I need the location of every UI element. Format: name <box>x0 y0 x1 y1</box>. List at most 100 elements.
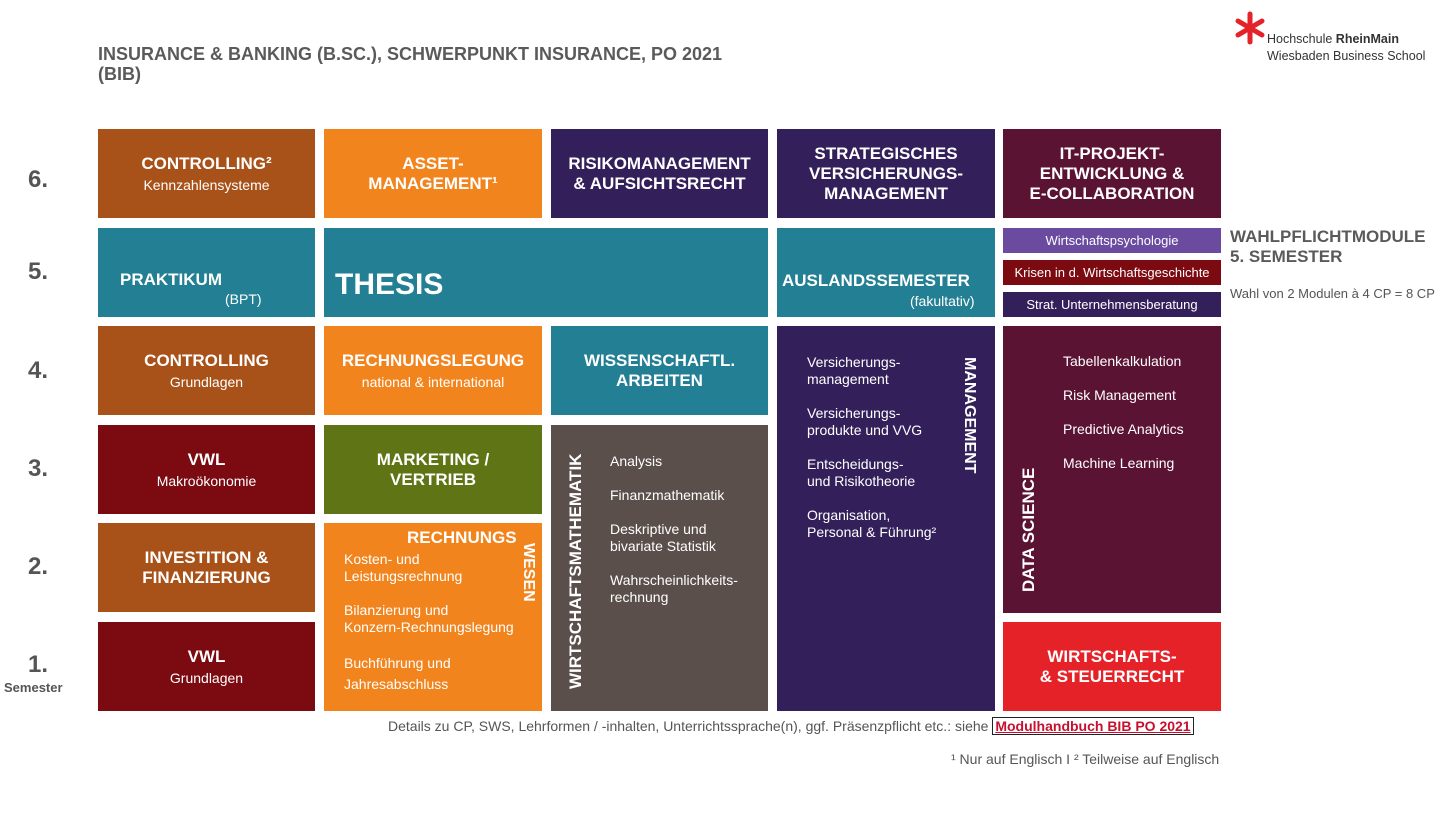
module-wirtschaftsmathematik[interactable]: WIRTSCHAFTSMATHEMATIK Analysis Finanzmat… <box>551 425 768 711</box>
page-title: INSURANCE & BANKING (B.SC.), SCHWERPUNKT… <box>98 44 798 84</box>
wahlpflicht-item-label: Wirtschaftspsychologie <box>1045 233 1179 248</box>
module-title: AUSLANDSSEMESTER <box>782 271 970 290</box>
module-wissenschaftliches-arbeiten[interactable]: WISSENSCHAFTL. ARBEITEN <box>551 326 768 415</box>
module-subtitle: Makroökonomie <box>156 472 257 489</box>
module-asset-management[interactable]: ASSET- MANAGEMENT¹ <box>324 129 542 218</box>
module-rechnungswesen[interactable]: RECHNUNGS WESEN Kosten- und Leistungsrech… <box>324 523 542 711</box>
logo-text-line-2: Wiesbaden Business School <box>1267 49 1426 63</box>
wahlpflicht-item-wirtschaftspsychologie[interactable]: Wirtschaftspsychologie <box>1003 228 1221 253</box>
module-title-line-2: FINANZIERUNG <box>142 567 271 587</box>
item-line: Wahrscheinlichkeits- <box>610 572 738 588</box>
item-line: Leistungsrechnung <box>344 568 463 584</box>
module-management[interactable]: Versicherungs-management Versicherungs-p… <box>777 326 995 711</box>
rechnungswesen-item-list: Kosten- und Leistungsrechnung Bilanzierun… <box>344 551 514 712</box>
module-title-line-2: VERSICHERUNGS- <box>809 163 963 183</box>
wima-item: Deskriptive und bivariate Statistik <box>610 521 738 555</box>
wahlpflicht-item-krisen[interactable]: Krisen in d. Wirtschaftsgeschichte <box>1003 260 1221 285</box>
module-subtitle: national & international <box>361 373 505 390</box>
wahlpflicht-item-unternehmensberatung[interactable]: Strat. Unternehmensberatung <box>1003 292 1221 317</box>
module-title-line-3: E-COLLABORATION <box>1029 183 1195 203</box>
title-line-1: INSURANCE & BANKING (B.SC.), SCHWERPUNKT… <box>98 44 723 64</box>
wahlpflicht-note: Wahl von 2 Modulen à 4 CP = 8 CP <box>1230 286 1435 301</box>
module-controlling-grundlagen[interactable]: CONTROLLING Grundlagen <box>98 326 315 415</box>
module-title-line-1: WIRTSCHAFTS- <box>1047 646 1177 666</box>
module-title-line-2: ENTWICKLUNG & <box>1039 163 1185 183</box>
asterisk-logo-icon <box>1235 11 1265 45</box>
module-marketing-vertrieb[interactable]: MARKETING / VERTRIEB <box>324 425 542 514</box>
module-subtitle: (fakultativ) <box>910 293 975 309</box>
item-line: Kosten- und <box>344 551 420 567</box>
management-item: Versicherungs-management <box>807 354 936 388</box>
module-vwl-grundlagen[interactable]: VWL Grundlagen <box>98 622 315 711</box>
module-subtitle: Kennzahlensysteme <box>143 176 270 193</box>
semester-word: Semester <box>4 680 63 695</box>
rechnungswesen-item: Bilanzierung und Konzern-Rechnungslegung <box>344 602 514 636</box>
module-investition-finanzierung[interactable]: INVESTITION & FINANZIERUNG <box>98 523 315 612</box>
management-vertical-title: MANAGEMENT <box>961 357 978 474</box>
module-strategisches-versicherungsmanagement[interactable]: STRATEGISCHES VERSICHERUNGS- MANAGEMENT <box>777 129 995 218</box>
module-subtitle: (BPT) <box>225 291 262 307</box>
module-auslandssemester[interactable]: AUSLANDSSEMESTER (fakultativ) <box>777 228 995 317</box>
module-title-line-1: WISSENSCHAFTL. <box>583 350 736 370</box>
wirtschaftsmathematik-vertical-title: WIRTSCHAFTSMATHEMATIK <box>566 453 585 689</box>
module-risikomanagement[interactable]: RISIKOMANAGEMENT & AUFSICHTSRECHT <box>551 129 768 218</box>
module-title-line-2: VERTRIEB <box>390 469 476 489</box>
module-title: RECHNUNGSLEGUNG <box>341 350 525 370</box>
semester-4-label: 4. <box>27 357 48 384</box>
module-title-line-1: RISIKOMANAGEMENT <box>568 153 751 173</box>
module-vwl-makrooekonomie[interactable]: VWL Makroökonomie <box>98 425 315 514</box>
wirtschaftsmathematik-item-list: Analysis Finanzmathematik Deskriptive un… <box>610 453 738 623</box>
module-title-line-2: & STEUERRECHT <box>1039 666 1185 686</box>
module-thesis[interactable]: THESIS <box>324 228 768 317</box>
item-line: Bilanzierung und <box>344 602 449 618</box>
semester-6-label: 6. <box>27 166 48 193</box>
semester-2-label: 2. <box>27 553 48 580</box>
item-line: Entscheidungs- <box>807 456 904 472</box>
logo-rheinmain: RheinMain <box>1335 32 1399 46</box>
module-title: THESIS <box>335 268 444 301</box>
details-text: Details zu CP, SWS, Lehrformen / -inhalt… <box>388 718 993 734</box>
semester-5-label: 5. <box>27 258 48 285</box>
module-title: CONTROLLING² <box>141 153 272 173</box>
logo-text-line-1: Hochschule RheinMain <box>1267 32 1399 46</box>
logo-hochschule: Hochschule <box>1267 32 1336 46</box>
module-data-science[interactable]: DATA SCIENCE Tabellenkalkulation Risk Ma… <box>1003 326 1221 613</box>
module-title: PRAKTIKUM <box>120 270 222 289</box>
item-line: rechnung <box>610 589 669 605</box>
module-it-projektentwicklung[interactable]: IT-PROJEKT- ENTWICKLUNG & E-COLLABORATIO… <box>1003 129 1221 218</box>
semester-3-label: 3. <box>27 455 48 482</box>
module-title-line-2: ARBEITEN <box>616 370 703 390</box>
module-title-line-1: MARKETING / <box>376 449 490 469</box>
item-line: Organisation, <box>807 507 891 523</box>
module-subtitle: Grundlagen <box>169 669 244 686</box>
module-title-line-2: & AUFSICHTSRECHT <box>573 173 746 193</box>
module-title: CONTROLLING <box>144 350 269 370</box>
module-subtitle: Grundlagen <box>169 373 244 390</box>
management-item: Entscheidungs-und Risikotheorie <box>807 456 936 490</box>
module-praktikum[interactable]: PRAKTIKUM (BPT) <box>98 228 315 317</box>
wahlpflicht-item-label: Strat. Unternehmensberatung <box>1026 297 1198 312</box>
module-title-line-2: MANAGEMENT¹ <box>368 173 498 193</box>
item-line: und Risikotheorie <box>807 473 916 489</box>
rechnungswesen-item: Buchführung und Jahresabschluss <box>344 653 514 695</box>
data-science-item-list: Tabellenkalkulation Risk Management Pred… <box>1063 353 1184 489</box>
management-item: Organisation, Personal & Führung² <box>807 507 936 541</box>
module-wirtschafts-steuerrecht[interactable]: WIRTSCHAFTS- & STEUERRECHT <box>1003 622 1221 711</box>
module-title-line-1: INVESTITION & <box>144 547 269 567</box>
wahlpflicht-item-label: Krisen in d. Wirtschaftsgeschichte <box>1014 265 1210 280</box>
module-title-line-1: ASSET- <box>402 153 464 173</box>
language-footnote: ¹ Nur auf Englisch I ² Teilweise auf Eng… <box>951 751 1220 767</box>
modulhandbuch-link[interactable]: Modulhandbuch BIB PO 2021 <box>992 717 1194 735</box>
rechnungswesen-item: Kosten- und Leistungsrechnung <box>344 551 514 585</box>
rechnungswesen-vertical-title: WESEN <box>520 543 537 602</box>
item-line: Deskriptive und <box>610 521 707 537</box>
wahlpflicht-title-line-2: 5. SEMESTER <box>1230 247 1343 266</box>
data-science-item: Tabellenkalkulation <box>1063 353 1182 369</box>
item-line: Buchführung und <box>344 655 451 671</box>
management-item: Versicherungs-produkte und VVG <box>807 405 936 439</box>
module-controlling-kennzahlen[interactable]: CONTROLLING² Kennzahlensysteme <box>98 129 315 218</box>
data-science-item: Risk Management <box>1063 387 1176 403</box>
item-line: Versicherungs- <box>807 354 901 370</box>
rechnungswesen-title: RECHNUNGS <box>407 528 517 547</box>
module-rechnungslegung[interactable]: RECHNUNGSLEGUNG national & international <box>324 326 542 415</box>
